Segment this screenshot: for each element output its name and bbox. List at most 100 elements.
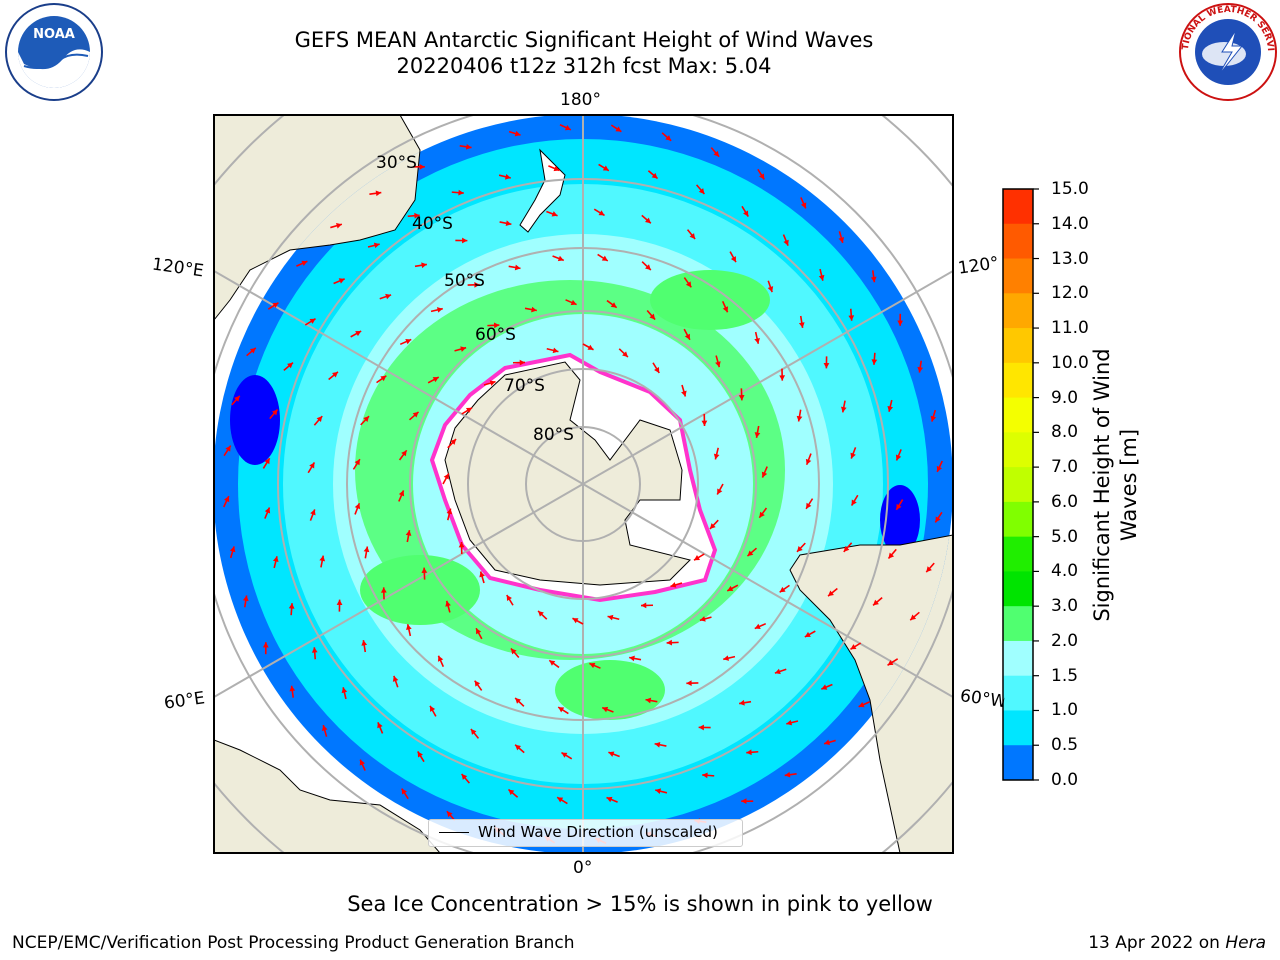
wave-arrow-head: [715, 361, 721, 368]
wave-arrow-head: [702, 772, 708, 779]
wave-arrow-head: [779, 586, 786, 593]
wave-arrow-head: [871, 359, 878, 365]
footer-machine: Hera: [1225, 933, 1266, 953]
wave-arrow-head: [436, 307, 443, 313]
wave-arrow-head: [361, 640, 368, 646]
colorbar-band: [1003, 536, 1033, 572]
wave-arrow-head: [316, 416, 323, 423]
wave-arrow-head: [754, 337, 760, 344]
colorbar-tick-label: 15.0: [1051, 179, 1089, 199]
colorbar-band: [1003, 189, 1033, 225]
wave-arrow-head: [850, 644, 857, 650]
colorbar-band: [1003, 258, 1033, 294]
wave-arrow-head: [504, 173, 511, 180]
wave-arrow-head: [670, 582, 677, 588]
wave-arrow-head: [685, 281, 692, 288]
wave-arrow-head: [645, 264, 651, 270]
lat-label-50s: 50°S: [444, 271, 485, 291]
colorbar-band: [1003, 606, 1033, 642]
wave-arrow-head: [606, 796, 613, 803]
wave-arrow-head: [783, 239, 789, 246]
footer-branch: NCEP/EMC/Verification Post Processing Pr…: [12, 933, 575, 953]
wave-arrow-head: [510, 648, 517, 655]
wave-arrow-head: [828, 590, 834, 597]
wave-arrow-head: [713, 150, 720, 157]
wave-arrow-head: [338, 278, 345, 284]
wave-arrow-head: [798, 322, 805, 328]
wave-arrow-head: [759, 173, 765, 180]
wave-arrow-head: [398, 490, 405, 497]
wave-arrow-head: [380, 587, 387, 593]
wave-arrow-head: [717, 488, 723, 495]
chart-title-line2: 20220406 t12z 312h fcst Max: 5.04: [396, 54, 772, 78]
wave-arrow-head: [505, 220, 512, 227]
wave-arrow-head: [479, 571, 485, 578]
wave-arrow-head: [602, 165, 609, 171]
wave-arrow-head: [767, 286, 774, 293]
wave-arrow-head: [271, 409, 278, 416]
wave-arrow-head: [722, 306, 729, 313]
wave-arrow-head: [309, 318, 316, 324]
wave-arrow-head: [514, 264, 521, 271]
wave-arrow-head: [622, 351, 628, 358]
wave-arrow-head: [602, 706, 609, 713]
wave-arrow-head: [470, 729, 477, 735]
wave-arrow-head: [234, 395, 240, 402]
wave-arrow-head: [514, 130, 521, 137]
colorbar-tick-label: 0.0: [1051, 770, 1079, 790]
wave-arrow-head: [465, 143, 472, 150]
wave-arrow-head: [432, 377, 439, 383]
wave-arrow-head: [446, 811, 453, 818]
wave-arrow-head: [242, 595, 249, 602]
wave-arrow-head: [489, 380, 496, 386]
colorbar-tick-label: 3.0: [1051, 596, 1079, 617]
colorbar-tick-label: 6.0: [1051, 491, 1079, 512]
wave-arrow-head: [784, 771, 791, 778]
wave-arrow-head: [430, 705, 436, 712]
wave-arrow-head: [249, 347, 256, 354]
wave-arrow-head: [359, 759, 366, 766]
wave-arrow-head: [272, 302, 279, 308]
wave-arrow-head: [930, 415, 937, 422]
wave-arrow-head: [709, 523, 716, 529]
wave-arrow-head: [310, 509, 316, 516]
wave-arrow-head: [508, 789, 515, 796]
wave-arrow-head: [747, 550, 754, 557]
wave-arrow-head: [693, 555, 700, 561]
colorbar-band: [1003, 640, 1033, 677]
wave-arrow-head: [557, 255, 564, 262]
wave-arrow-head: [888, 552, 895, 559]
wave-arrow-head: [797, 546, 803, 552]
wave-arrow-head: [437, 655, 444, 662]
colorbar-band: [1003, 328, 1033, 364]
colorbar-title: Significant Height of Wind Waves [m]: [1090, 348, 1141, 622]
colorbar-tick-label: 5.0: [1051, 526, 1079, 547]
wave-arrow-head: [321, 725, 328, 731]
wave-arrow-head: [935, 516, 941, 523]
wave-arrow-head: [746, 749, 752, 756]
wave-arrow-head: [354, 459, 360, 466]
map-legend: Wind Wave Direction (unscaled): [428, 819, 743, 847]
wave-arrow-head: [701, 420, 708, 426]
colorbar-band: [1003, 710, 1033, 746]
chart-title-line1: GEFS MEAN Antarctic Significant Height o…: [294, 28, 874, 52]
south-africa-land: [214, 739, 441, 853]
wave-arrow-head: [561, 752, 568, 758]
lat-label-60s: 60°S: [475, 325, 516, 345]
wave-arrow-head: [557, 797, 564, 803]
wave-arrow-head: [649, 313, 656, 320]
wave-arrow-head: [552, 347, 559, 354]
wave-arrow-head: [460, 346, 467, 352]
wave-arrow-head: [686, 680, 692, 687]
wave-arrow-head: [375, 190, 382, 197]
wave-arrow-head: [264, 458, 270, 465]
wave-arrow-head: [610, 302, 617, 308]
wave-arrow-head: [743, 210, 749, 217]
wave-arrow-head: [445, 600, 451, 607]
wave-arrow-head: [723, 655, 730, 661]
wave-arrow-head: [910, 614, 917, 621]
legend-line-sample: [439, 832, 469, 833]
wave-arrow-head: [806, 502, 812, 509]
wave-arrow-head: [336, 599, 343, 605]
wave-arrow-head: [406, 624, 412, 631]
